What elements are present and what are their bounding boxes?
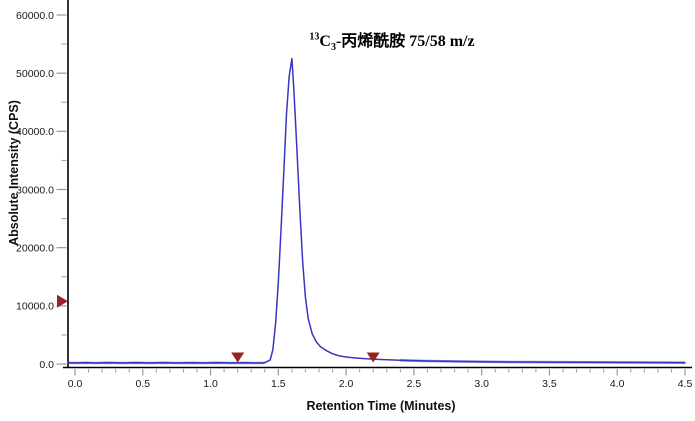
y-tick-label: 50000.0 [16, 68, 54, 80]
window-start-marker[interactable] [231, 352, 245, 363]
x-tick-label: 4.5 [678, 378, 693, 390]
x-tick-label: 4.0 [610, 378, 625, 390]
chromatogram-trace [67, 57, 686, 364]
y-axis-title: Absolute Intensity (CPS) [7, 100, 21, 246]
x-tick-label: 0.5 [135, 378, 150, 390]
title-count-subscript: 3 [330, 42, 336, 54]
x-tick-label: 2.0 [339, 378, 354, 390]
title-isotope-superscript: 13 [309, 31, 320, 43]
y-tick-label: 20000.0 [16, 242, 54, 254]
x-tick-label: 0.0 [68, 378, 83, 390]
y-tick-label: 30000.0 [16, 184, 54, 196]
title-text: -丙烯酰胺 75/58 m/z [335, 33, 475, 50]
y-tick-label: 10000.0 [16, 301, 54, 313]
chart-title: 13C3-丙烯酰胺 75/58 m/z [309, 27, 475, 54]
y-tick-label: 40000.0 [16, 126, 54, 138]
x-tick-label: 1.5 [271, 378, 286, 390]
y-tick-label: 60000.0 [16, 10, 54, 22]
x-axis-title: Retention Time (Minutes) [306, 399, 456, 413]
intensity-threshold-marker[interactable] [57, 294, 68, 308]
x-tick-label: 1.0 [203, 378, 218, 390]
window-end-marker[interactable] [366, 352, 380, 363]
x-tick-label: 3.5 [542, 378, 557, 390]
y-tick-label: 0.0 [39, 359, 54, 371]
x-tick-label: 2.5 [407, 378, 422, 390]
x-tick-label: 3.0 [474, 378, 489, 390]
title-element: C [319, 33, 331, 50]
